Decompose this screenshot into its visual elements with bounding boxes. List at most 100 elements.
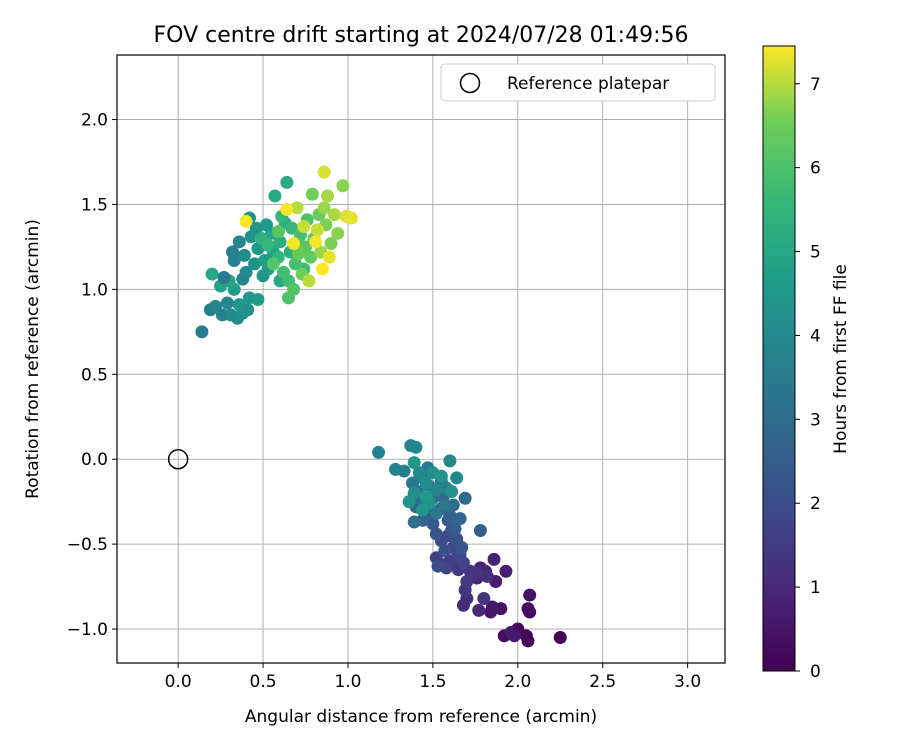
x-axis-label: Angular distance from reference (arcmin) xyxy=(245,707,597,727)
legend: Reference platepar xyxy=(440,63,716,102)
scatter-point xyxy=(460,574,474,588)
colorbar-ticks: 0 1 2 3 4 5 6 7 xyxy=(795,75,821,682)
scatter-point xyxy=(406,476,420,490)
scatter-point xyxy=(419,476,433,490)
scatter-point xyxy=(407,456,421,470)
colorbar-tick-label: 0 xyxy=(810,662,821,682)
x-tick-label: 1.0 xyxy=(334,672,361,692)
y-tick-label: −0.5 xyxy=(67,535,108,555)
scatter-point xyxy=(251,242,265,256)
scatter-point xyxy=(315,262,329,276)
grid-lines xyxy=(117,55,725,663)
scatter-point xyxy=(271,225,285,239)
colorbar-tick-label: 7 xyxy=(810,75,821,95)
scatter-point xyxy=(292,247,306,261)
scatter-point xyxy=(458,491,472,505)
plot-frame xyxy=(116,54,726,664)
scatter-point xyxy=(455,541,469,555)
scatter-point xyxy=(324,237,338,251)
scatter-point xyxy=(327,208,341,222)
scatter-point xyxy=(445,484,459,498)
y-axis-ticks: −1.0 −0.5 0.0 0.5 1.0 1.5 2.0 xyxy=(67,111,117,640)
y-tick-label: 0.5 xyxy=(81,365,108,385)
scatter-point xyxy=(480,569,494,583)
scatter-point xyxy=(429,483,443,497)
scatter-point xyxy=(209,299,223,313)
x-tick-label: 2.5 xyxy=(589,672,616,692)
scatter-point xyxy=(438,544,452,558)
scatter-point xyxy=(389,462,403,476)
scatter-point xyxy=(302,274,316,288)
scatter-point xyxy=(322,250,336,264)
scatter-point xyxy=(261,238,275,252)
y-axis-label: Rotation from reference (arcmin) xyxy=(23,219,43,499)
scatter-point xyxy=(331,226,345,240)
scatter-point xyxy=(412,466,426,480)
scatter-point xyxy=(280,175,294,189)
scatter-point xyxy=(402,495,416,509)
scatter-point xyxy=(453,512,467,526)
scatter-point xyxy=(450,471,464,485)
scatter-point xyxy=(288,257,302,271)
scatter-point xyxy=(317,201,331,215)
scatter-point xyxy=(344,211,358,225)
scatter-point xyxy=(468,566,482,580)
scatter-point xyxy=(304,250,318,264)
scatter-point xyxy=(434,469,448,483)
scatter-point xyxy=(416,503,430,517)
scatter-point xyxy=(268,189,282,203)
scatter-points xyxy=(195,165,567,648)
x-tick-label: 3.0 xyxy=(674,672,701,692)
y-tick-label: 1.0 xyxy=(81,280,108,300)
scatter-point xyxy=(448,522,462,536)
reference-platepar-marker xyxy=(167,448,189,470)
x-tick-label: 2.0 xyxy=(504,672,531,692)
scatter-point xyxy=(266,257,280,271)
colorbar-tick-label: 5 xyxy=(810,243,821,263)
colorbar xyxy=(762,45,796,672)
legend-marker xyxy=(459,72,481,94)
scatter-point xyxy=(232,298,246,312)
scatter-point xyxy=(239,214,253,228)
colorbar-tick-label: 6 xyxy=(810,159,821,179)
scatter-point xyxy=(438,498,452,512)
scatter-point xyxy=(407,515,421,529)
scatter-point xyxy=(310,223,324,237)
x-axis-ticks: 0.0 0.5 1.0 1.5 2.0 2.5 3.0 xyxy=(165,663,701,692)
x-tick-label: 1.5 xyxy=(419,672,446,692)
scatter-point xyxy=(237,248,251,262)
y-tick-label: −1.0 xyxy=(67,620,108,640)
scatter-point xyxy=(239,265,253,279)
chart-title: FOV centre drift starting at 2024/07/28 … xyxy=(154,23,689,48)
y-tick-label: 0.0 xyxy=(81,450,108,470)
scatter-point xyxy=(259,218,273,232)
scatter-point xyxy=(232,235,246,249)
scatter-point xyxy=(473,524,487,538)
scatter-point xyxy=(336,179,350,193)
legend-box xyxy=(440,63,716,102)
scatter-point xyxy=(372,445,386,459)
scatter-point xyxy=(273,235,287,249)
scatter-point xyxy=(419,490,433,504)
scatter-point xyxy=(305,187,319,201)
y-tick-label: 2.0 xyxy=(81,111,108,131)
scatter-point xyxy=(429,527,443,541)
y-tick-label: 1.5 xyxy=(81,195,108,215)
legend-entry: Reference platepar xyxy=(507,74,669,94)
scatter-point xyxy=(429,507,443,521)
colorbar-tick-label: 3 xyxy=(810,410,821,430)
scatter-point xyxy=(280,203,294,217)
scatter-point xyxy=(249,221,263,235)
scatter-point xyxy=(195,325,209,339)
scatter-point xyxy=(309,235,323,249)
scatter-point xyxy=(553,631,567,645)
x-tick-label: 0.5 xyxy=(250,672,277,692)
scatter-point xyxy=(287,282,301,296)
scatter-point xyxy=(287,237,301,251)
scatter-point xyxy=(443,454,457,468)
scatter-point xyxy=(472,603,486,617)
scatter-point xyxy=(507,629,521,643)
reference-marker-group xyxy=(167,448,189,470)
scatter-point xyxy=(317,165,331,179)
